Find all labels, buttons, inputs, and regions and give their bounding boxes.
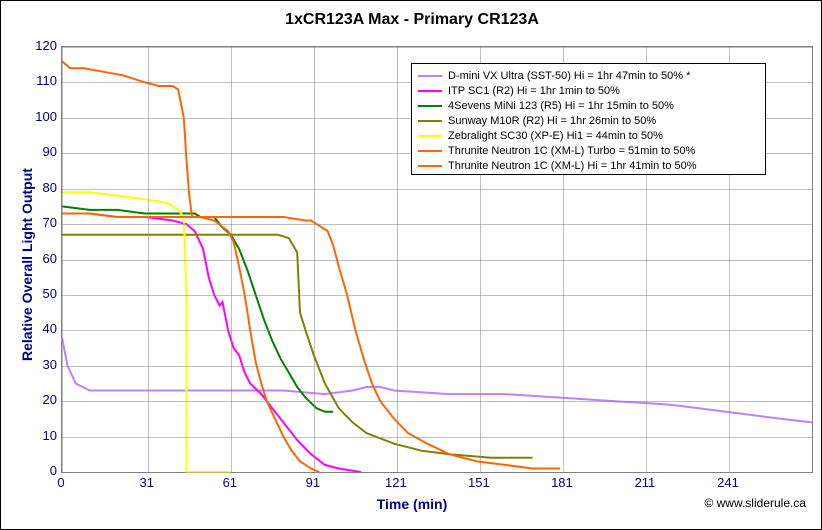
legend-swatch: [418, 165, 442, 167]
series-line: [62, 61, 319, 472]
legend-swatch: [418, 105, 442, 107]
gridline-h: [62, 189, 812, 190]
legend-swatch: [418, 150, 442, 152]
legend-item: Thrunite Neutron 1C (XM-L) Turbo = 51min…: [418, 143, 759, 158]
legend-swatch: [418, 75, 442, 77]
x-axis-label: Time (min): [1, 496, 822, 512]
y-tick-label: 30: [27, 357, 57, 372]
y-tick-label: 60: [27, 251, 57, 266]
legend-label: Thrunite Neutron 1C (XM-L) Turbo = 51min…: [448, 145, 695, 157]
legend-item: Zebralight SC30 (XP-E) Hi1 = 44min to 50…: [418, 128, 759, 143]
legend-box: D-mini VX Ultra (SST-50) Hi = 1hr 47min …: [411, 63, 766, 175]
y-tick-label: 10: [27, 428, 57, 443]
legend-swatch: [418, 135, 442, 137]
chart-outer-frame: 1xCR123A Max - Primary CR123A Relative O…: [0, 0, 822, 530]
x-tick-label: 211: [625, 475, 665, 490]
series-line: [62, 235, 533, 458]
x-tick-label: 61: [210, 475, 250, 490]
x-tick-label: 91: [293, 475, 333, 490]
gridline-v: [148, 47, 149, 472]
x-tick-label: 31: [127, 475, 167, 490]
gridline-h: [62, 366, 812, 367]
y-tick-label: 20: [27, 392, 57, 407]
x-tick-label: 241: [708, 475, 748, 490]
gridline-h: [62, 47, 812, 48]
y-tick-label: 110: [27, 73, 57, 88]
legend-item: D-mini VX Ultra (SST-50) Hi = 1hr 47min …: [418, 68, 759, 83]
gridline-h: [62, 472, 812, 473]
y-tick-label: 90: [27, 144, 57, 159]
y-tick-label: 120: [27, 38, 57, 53]
gridline-h: [62, 437, 812, 438]
legend-label: ITP SC1 (R2) Hi = 1hr 1min to 50%: [448, 85, 620, 97]
y-tick-label: 100: [27, 109, 57, 124]
gridline-h: [62, 330, 812, 331]
gridline-v: [397, 47, 398, 472]
credit-text: © www.sliderule.ca: [704, 496, 806, 510]
gridline-h: [62, 224, 812, 225]
legend-swatch: [418, 90, 442, 92]
chart-title: 1xCR123A Max - Primary CR123A: [1, 11, 822, 29]
x-tick-label: 181: [542, 475, 582, 490]
legend-label: D-mini VX Ultra (SST-50) Hi = 1hr 47min …: [448, 70, 690, 82]
legend-item: 4Sevens MiNi 123 (R5) Hi = 1hr 15min to …: [418, 98, 759, 113]
legend-item: Sunway M10R (R2) Hi = 1hr 26min to 50%: [418, 113, 759, 128]
legend-label: 4Sevens MiNi 123 (R5) Hi = 1hr 15min to …: [448, 100, 674, 112]
series-line: [62, 214, 361, 473]
y-axis-label: Relative Overall Light Output: [19, 61, 35, 361]
y-tick-label: 40: [27, 321, 57, 336]
series-line: [62, 337, 812, 422]
y-tick-label: 50: [27, 286, 57, 301]
gridline-v: [314, 47, 315, 472]
series-line: [62, 214, 560, 469]
legend-label: Zebralight SC30 (XP-E) Hi1 = 44min to 50…: [448, 130, 663, 142]
gridline-h: [62, 260, 812, 261]
x-tick-label: 151: [459, 475, 499, 490]
legend-label: Thrunite Neutron 1C (XM-L) Hi = 1hr 41mi…: [448, 160, 697, 172]
legend-label: Sunway M10R (R2) Hi = 1hr 26min to 50%: [448, 115, 656, 127]
gridline-h: [62, 401, 812, 402]
y-tick-label: 80: [27, 180, 57, 195]
x-tick-label: 0: [41, 475, 81, 490]
gridline-v: [62, 47, 63, 472]
legend-item: Thrunite Neutron 1C (XM-L) Hi = 1hr 41mi…: [418, 158, 759, 173]
y-tick-label: 70: [27, 215, 57, 230]
x-tick-label: 121: [376, 475, 416, 490]
legend-item: ITP SC1 (R2) Hi = 1hr 1min to 50%: [418, 83, 759, 98]
gridline-v: [231, 47, 232, 472]
legend-swatch: [418, 120, 442, 122]
gridline-h: [62, 295, 812, 296]
